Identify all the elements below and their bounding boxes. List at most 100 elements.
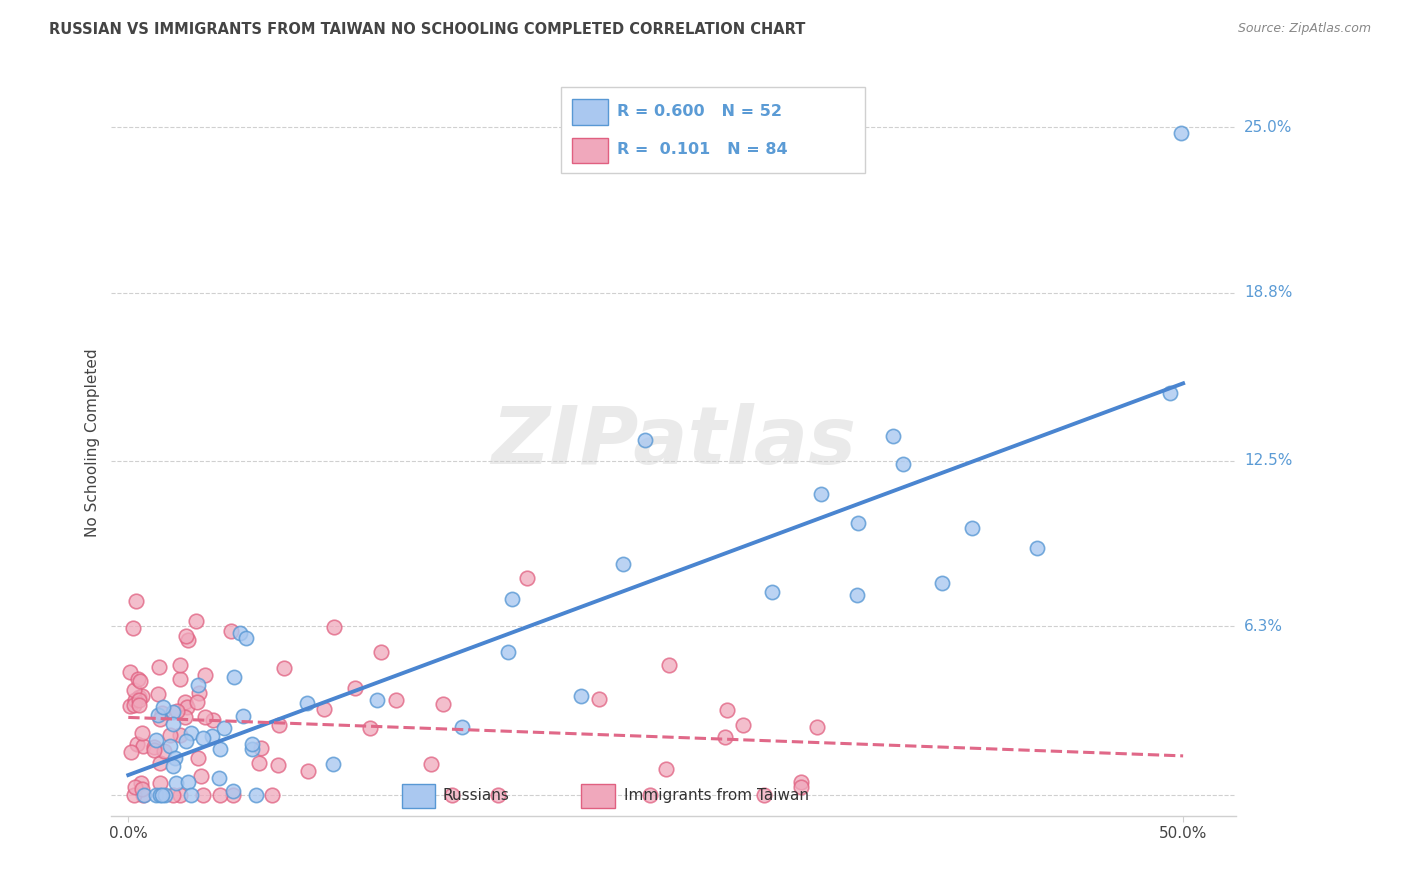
Point xyxy=(212,721,235,735)
Text: R = 0.600   N = 52: R = 0.600 N = 52 xyxy=(617,103,782,119)
FancyBboxPatch shape xyxy=(561,87,865,173)
Point xyxy=(806,720,828,734)
Point xyxy=(232,709,254,723)
Point xyxy=(162,759,184,773)
Point xyxy=(931,576,953,591)
Point xyxy=(273,661,295,675)
Point xyxy=(149,788,172,802)
Point xyxy=(174,710,197,724)
Point xyxy=(1159,386,1181,401)
Point xyxy=(169,672,191,686)
Point xyxy=(127,737,149,751)
Point xyxy=(440,788,463,802)
Point xyxy=(153,788,176,802)
Text: Immigrants from Taiwan: Immigrants from Taiwan xyxy=(624,789,810,803)
Point xyxy=(149,776,172,790)
Point xyxy=(752,788,775,802)
Point xyxy=(207,771,229,785)
Point xyxy=(638,788,661,802)
Point xyxy=(419,757,441,772)
Point xyxy=(118,698,141,713)
Point xyxy=(166,775,188,789)
Point xyxy=(240,737,263,751)
Point xyxy=(190,769,212,783)
Point xyxy=(208,742,231,756)
Point xyxy=(131,690,153,704)
Point xyxy=(222,784,245,798)
Point xyxy=(162,788,184,802)
Point xyxy=(180,726,202,740)
Point xyxy=(208,788,231,802)
Point xyxy=(260,788,283,802)
Point xyxy=(186,695,208,709)
Point xyxy=(235,631,257,645)
Point xyxy=(180,788,202,802)
Text: R =  0.101   N = 84: R = 0.101 N = 84 xyxy=(617,143,787,158)
Text: 6.3%: 6.3% xyxy=(1244,619,1284,634)
Point xyxy=(128,693,150,707)
Point xyxy=(145,788,167,802)
Point xyxy=(187,751,209,765)
Point xyxy=(122,683,145,698)
Point xyxy=(148,660,170,674)
Point xyxy=(322,756,344,771)
Point xyxy=(159,739,181,754)
Point xyxy=(149,756,172,771)
Point xyxy=(169,658,191,673)
Point xyxy=(501,592,523,607)
Point xyxy=(186,614,208,628)
Point xyxy=(128,690,150,704)
Point xyxy=(295,697,318,711)
Point xyxy=(129,776,152,790)
Point xyxy=(150,788,173,802)
Text: 25.0%: 25.0% xyxy=(1244,120,1292,135)
Point xyxy=(1026,541,1049,555)
Point xyxy=(174,734,197,748)
Point xyxy=(187,678,209,692)
Point xyxy=(124,698,146,712)
Point xyxy=(191,788,214,802)
Point xyxy=(134,788,156,802)
Point xyxy=(131,726,153,740)
Point xyxy=(194,709,217,723)
Point xyxy=(267,758,290,772)
Point xyxy=(960,521,983,535)
Point xyxy=(516,571,538,585)
Point xyxy=(322,619,344,633)
Point xyxy=(120,745,142,759)
Point xyxy=(761,584,783,599)
Point xyxy=(152,744,174,758)
Point xyxy=(152,699,174,714)
Point xyxy=(202,714,225,728)
Point xyxy=(222,670,245,684)
Point xyxy=(146,686,169,700)
Point xyxy=(731,717,754,731)
Point xyxy=(366,693,388,707)
Point xyxy=(127,673,149,687)
Point xyxy=(143,739,166,754)
Point xyxy=(201,729,224,743)
Point xyxy=(655,762,678,776)
Point xyxy=(165,750,187,764)
Point xyxy=(142,743,165,757)
Point xyxy=(194,667,217,681)
Point xyxy=(658,658,681,673)
Point xyxy=(486,788,509,802)
Point xyxy=(496,645,519,659)
Point xyxy=(219,624,242,638)
Point xyxy=(891,457,914,471)
Point xyxy=(634,433,657,447)
Point xyxy=(187,686,209,700)
Point xyxy=(122,788,145,802)
Point xyxy=(131,788,153,802)
Point xyxy=(588,692,610,706)
Point xyxy=(451,720,474,734)
Point xyxy=(222,788,245,802)
Point xyxy=(240,742,263,756)
Point xyxy=(125,593,148,607)
Point xyxy=(122,621,145,635)
Point xyxy=(1170,126,1192,140)
Point xyxy=(150,706,173,720)
Point xyxy=(173,695,195,709)
Text: ZIPatlas: ZIPatlas xyxy=(491,403,856,481)
